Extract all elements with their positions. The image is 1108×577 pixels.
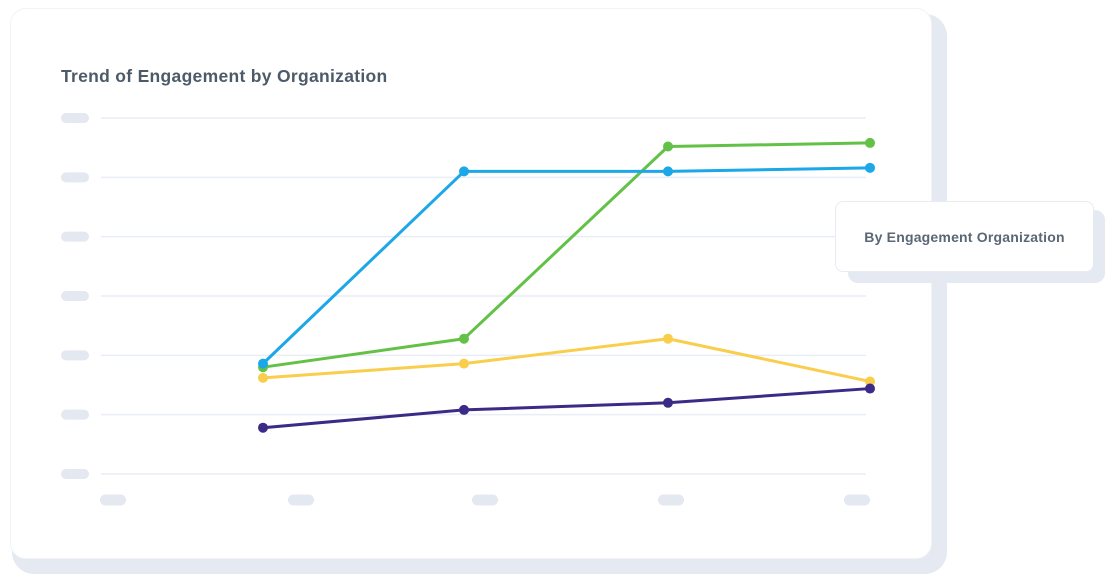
engagement-chart-card: Trend of Engagement by Organization — [10, 8, 932, 559]
data-point-blue[interactable] — [865, 162, 875, 173]
data-point-blue[interactable] — [258, 358, 268, 369]
y-axis-tick-pill — [61, 350, 89, 361]
y-axis-tick-pill — [61, 291, 89, 301]
series-line-yellow — [261, 337, 872, 383]
data-point-yellow[interactable] — [663, 333, 673, 344]
x-axis-tick-pill — [844, 494, 870, 506]
x-axis-tick-pill — [100, 494, 126, 506]
data-point-purple[interactable] — [865, 383, 875, 394]
y-axis-tick-pill — [61, 172, 89, 183]
data-point-green[interactable] — [459, 333, 469, 344]
chart-tooltip: By Engagement Organization — [835, 201, 1094, 272]
y-axis-tick-pill — [61, 409, 89, 420]
data-point-purple[interactable] — [663, 397, 673, 408]
engagement-trend-chart[interactable] — [11, 9, 931, 558]
y-axis-tick-pill — [61, 469, 89, 479]
x-axis-tick-pill — [658, 494, 684, 506]
data-point-yellow[interactable] — [459, 358, 469, 369]
tooltip-label: By Engagement Organization — [864, 228, 1065, 245]
data-point-blue[interactable] — [663, 166, 673, 177]
data-point-green[interactable] — [865, 137, 875, 148]
data-point-yellow[interactable] — [865, 376, 875, 387]
series-line-blue — [261, 166, 872, 366]
data-point-green[interactable] — [663, 141, 673, 152]
data-point-purple[interactable] — [459, 404, 469, 415]
data-point-purple[interactable] — [258, 422, 268, 433]
data-point-blue[interactable] — [459, 166, 469, 177]
x-axis-tick-pill — [472, 494, 498, 506]
x-axis-tick-pill — [288, 494, 314, 506]
series-line-purple — [261, 387, 872, 430]
y-axis-tick-pill — [61, 231, 89, 242]
series-line-green — [261, 141, 872, 369]
data-point-yellow[interactable] — [258, 372, 268, 383]
y-axis-tick-pill — [61, 113, 89, 123]
chart-title: Trend of Engagement by Organization — [61, 66, 388, 86]
